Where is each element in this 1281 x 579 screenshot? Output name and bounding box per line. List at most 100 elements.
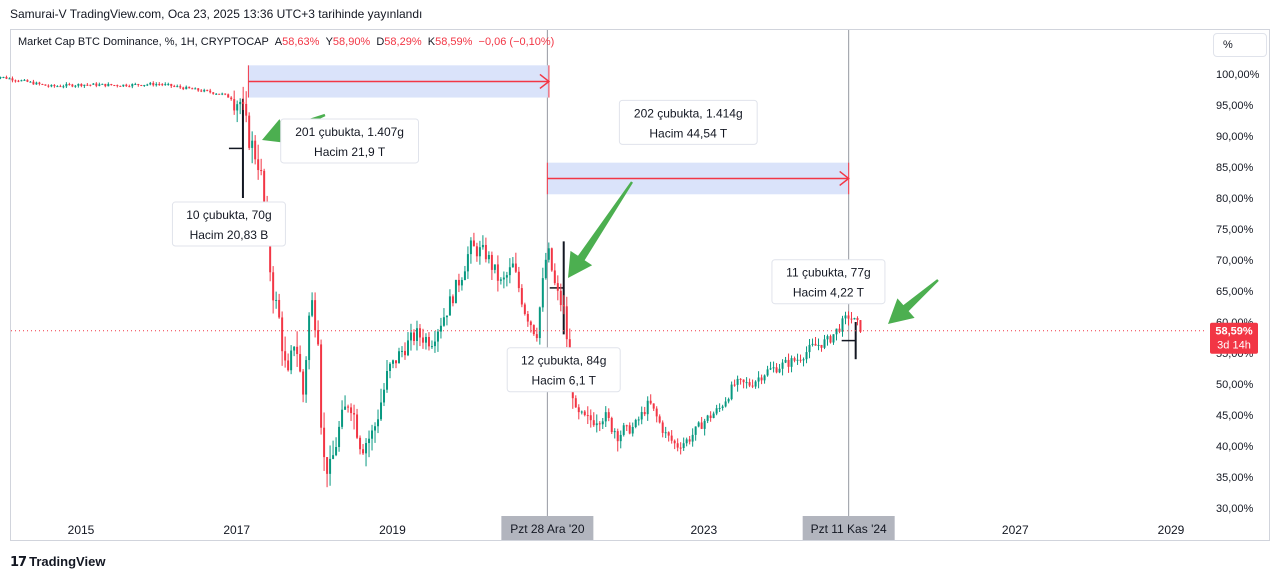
footer-brand-text: TradingView bbox=[29, 554, 106, 569]
x-tick-label: 2015 bbox=[68, 523, 95, 537]
chart-frame bbox=[10, 29, 1270, 541]
candle-body bbox=[275, 299, 278, 301]
x-tick-label: 2027 bbox=[1002, 523, 1029, 537]
candle-body bbox=[760, 377, 763, 381]
candle-body bbox=[11, 78, 14, 81]
candle-body bbox=[859, 320, 862, 332]
candle-body bbox=[532, 325, 535, 335]
candle-body bbox=[484, 244, 487, 260]
candle-body bbox=[68, 84, 71, 86]
candle-body bbox=[712, 413, 715, 418]
candle-body bbox=[47, 85, 50, 87]
measure-label-text: Hacim 44,54 T bbox=[649, 126, 727, 140]
candle-body bbox=[44, 84, 47, 86]
candle-body bbox=[784, 359, 787, 363]
candle-body bbox=[20, 80, 23, 82]
candle-body bbox=[125, 84, 128, 87]
candle-body bbox=[400, 350, 403, 352]
candle-body bbox=[341, 409, 344, 427]
candle-body bbox=[769, 368, 772, 370]
candle-body bbox=[616, 431, 619, 442]
candle-body bbox=[565, 306, 568, 340]
candle-body bbox=[29, 81, 32, 83]
y-tick-label: 50,00% bbox=[1216, 379, 1254, 391]
candle-body bbox=[688, 439, 691, 442]
last-price-badge bbox=[1210, 322, 1258, 354]
candle-body bbox=[377, 419, 380, 427]
measure-label-text: 201 çubukta, 1.407g bbox=[295, 125, 404, 139]
candle-body bbox=[98, 84, 101, 86]
candle-body bbox=[487, 254, 490, 260]
candle-body bbox=[233, 99, 236, 111]
candle-body bbox=[260, 170, 263, 172]
candle-body bbox=[523, 304, 526, 314]
candle-body bbox=[101, 83, 104, 85]
candle-body bbox=[592, 420, 595, 426]
y-tick-label: 70,00% bbox=[1216, 255, 1254, 267]
candle-body bbox=[613, 431, 616, 433]
measure-label-box bbox=[171, 201, 286, 247]
candle-body bbox=[844, 315, 847, 319]
candle-body bbox=[451, 296, 454, 304]
candle-body bbox=[832, 334, 835, 343]
candle-body bbox=[817, 344, 820, 346]
last-price-badge-countdown: 3d 14h bbox=[1217, 340, 1251, 352]
candle-body bbox=[353, 413, 356, 415]
candle-body bbox=[595, 423, 598, 426]
candle-body bbox=[790, 358, 793, 367]
candle-body bbox=[221, 93, 224, 95]
candle-body bbox=[853, 317, 856, 320]
candle-body bbox=[149, 82, 152, 85]
candle-body bbox=[92, 83, 95, 85]
candle-body bbox=[314, 300, 317, 331]
candle-body bbox=[829, 336, 832, 343]
candle-body bbox=[502, 277, 505, 280]
candle-body bbox=[763, 375, 766, 381]
candle-body bbox=[547, 248, 550, 260]
candle-body bbox=[122, 84, 125, 87]
candle-body bbox=[170, 83, 173, 87]
candle-body bbox=[436, 331, 439, 342]
candle-body bbox=[661, 422, 664, 433]
candle-body bbox=[362, 449, 365, 454]
candle-body bbox=[847, 315, 850, 319]
percent-scale-button[interactable]: % bbox=[1213, 33, 1267, 57]
candle-body bbox=[14, 80, 17, 82]
candle-body bbox=[368, 438, 371, 444]
candle-body bbox=[718, 408, 721, 410]
candle-body bbox=[691, 434, 694, 442]
candle-body bbox=[212, 92, 215, 94]
candle-body bbox=[544, 259, 547, 279]
candle-body bbox=[209, 90, 212, 93]
candle-body bbox=[0, 77, 2, 79]
candle-body bbox=[499, 279, 502, 281]
candle-body bbox=[239, 101, 242, 105]
published-by-text: Samurai-V TradingView.com, Oca 23, 2025 … bbox=[10, 7, 423, 21]
candle-body bbox=[649, 400, 652, 404]
candle-body bbox=[481, 244, 484, 248]
candle-body bbox=[257, 159, 260, 171]
candle-body bbox=[724, 401, 727, 407]
legend-high-key: Y bbox=[325, 36, 333, 48]
candle-body bbox=[538, 307, 541, 339]
candle-body bbox=[173, 86, 176, 88]
candle-body bbox=[793, 358, 796, 361]
candle-body bbox=[739, 378, 742, 380]
candle-body bbox=[658, 416, 661, 423]
candle-body bbox=[65, 84, 68, 87]
candle-body bbox=[224, 93, 227, 95]
candle-body bbox=[736, 378, 739, 385]
candle-body bbox=[62, 86, 65, 88]
candle-body bbox=[670, 435, 673, 441]
measure-label-box bbox=[618, 99, 758, 145]
candle-body bbox=[427, 336, 430, 347]
candle-body bbox=[218, 93, 221, 95]
legend-low-value: 58,29% bbox=[384, 36, 422, 48]
candle-body bbox=[682, 443, 685, 449]
candle-body bbox=[2, 76, 5, 78]
candle-body bbox=[823, 339, 826, 348]
candle-body bbox=[589, 415, 592, 421]
candle-body bbox=[805, 352, 808, 360]
y-tick-label: 35,00% bbox=[1216, 472, 1254, 484]
